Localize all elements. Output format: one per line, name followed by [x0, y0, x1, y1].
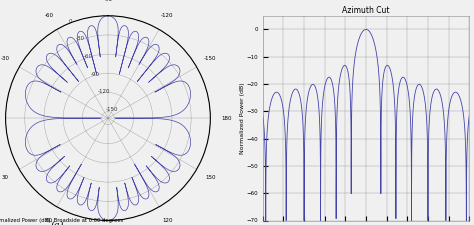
- Title: Azimuth Cut: Azimuth Cut: [342, 6, 390, 15]
- Text: (a): (a): [50, 220, 64, 225]
- Y-axis label: Normalized Power (dB): Normalized Power (dB): [240, 82, 245, 154]
- Text: Normalized Power (dB), Broadside at 0.00 degrees: Normalized Power (dB), Broadside at 0.00…: [0, 218, 124, 223]
